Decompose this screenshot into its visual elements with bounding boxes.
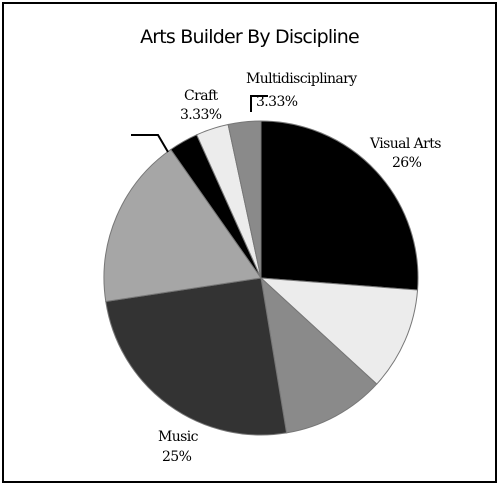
leader-line-unlabeled xyxy=(131,134,169,153)
pie-slice-3 xyxy=(260,276,378,434)
pie-slice-4 xyxy=(105,277,288,436)
pie-slice-8 xyxy=(227,120,262,279)
pie-slices xyxy=(103,120,419,436)
slice-value-music: 25% xyxy=(162,449,192,465)
slice-value-multidisciplinary: 3.33% xyxy=(256,94,298,110)
pie-slice-5 xyxy=(103,148,262,303)
leader-lines xyxy=(131,95,268,153)
pie-slice-2 xyxy=(259,277,419,385)
slice-label-music: Music xyxy=(158,429,199,445)
chart-title: Arts Builder By Discipline xyxy=(140,26,360,48)
slice-label-visual-arts: Visual Arts xyxy=(369,136,441,152)
slice-value-visual-arts: 26% xyxy=(392,155,422,171)
pie-slice-1 xyxy=(260,120,419,291)
slice-value-craft: 3.33% xyxy=(180,107,222,123)
slice-label-multidisciplinary: Multidisciplinary xyxy=(246,71,357,87)
slice-label-craft: Craft xyxy=(184,88,219,104)
leader-line-multidisciplinary xyxy=(250,95,268,112)
